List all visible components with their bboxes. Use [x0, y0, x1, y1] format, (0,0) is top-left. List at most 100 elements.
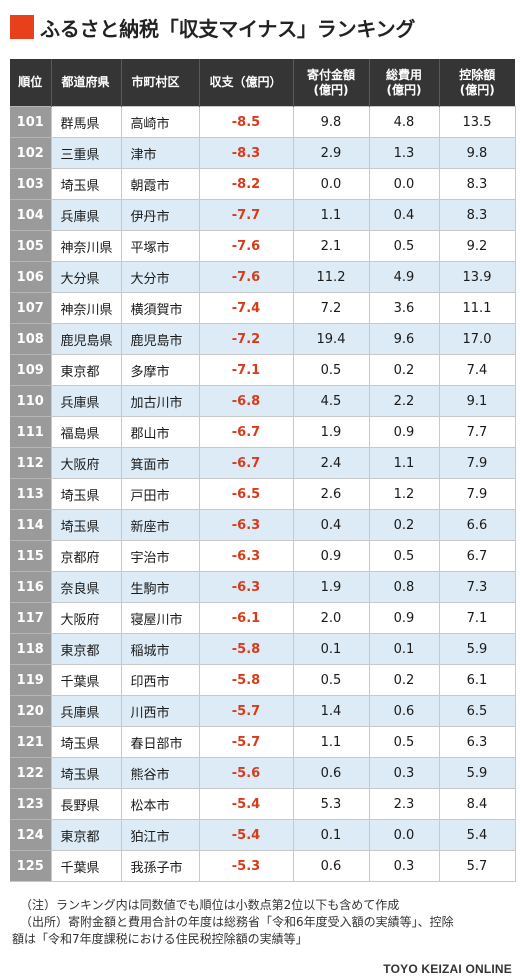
- cell-city: 多摩市: [120, 354, 199, 386]
- cell-city: 平塚市: [120, 230, 199, 262]
- cell-rank: 111: [10, 416, 51, 448]
- table-row: 113 埼玉県 戸田市 -6.5 2.6 1.2 7.9: [10, 478, 516, 510]
- cell-deduction: 6.7: [438, 540, 516, 572]
- table-row: 109 東京都 多摩市 -7.1 0.5 0.2 7.4: [10, 354, 516, 386]
- cell-donation: 2.1: [292, 230, 369, 262]
- header-city: 市町村区: [120, 59, 199, 107]
- cell-donation: 19.4: [292, 323, 369, 355]
- cell-balance: -5.4: [198, 819, 293, 851]
- cell-deduction: 11.1: [438, 292, 516, 324]
- cell-cost: 1.3: [368, 137, 439, 169]
- cell-balance: -5.8: [198, 664, 293, 696]
- cell-city: 津市: [120, 137, 199, 169]
- cell-city: 我孫子市: [120, 850, 199, 882]
- header-balance: 収支（億円）: [198, 59, 293, 107]
- cell-prefecture: 神奈川県: [50, 230, 121, 262]
- cell-deduction: 8.3: [438, 199, 516, 231]
- table-body: 101 群馬県 高崎市 -8.5 9.8 4.8 13.5 102 三重県 津市 -8.3 2.9 1.…: [10, 106, 516, 882]
- cell-balance: -6.5: [198, 478, 293, 510]
- table-header-row: 順位 都道府県 市町村区 収支（億円） 寄付金額 (億円) 総費用 (億円) 控…: [10, 59, 515, 107]
- table-row: 107 神奈川県 横須賀市 -7.4 7.2 3.6 11.1: [10, 292, 516, 324]
- cell-rank: 118: [10, 633, 51, 665]
- footnote-source-line2: 額は「令和7年度課税における住民税控除額の実績等」: [12, 932, 308, 946]
- cell-deduction: 9.1: [438, 385, 516, 417]
- cell-rank: 106: [10, 261, 51, 293]
- cell-balance: -8.3: [198, 137, 293, 169]
- header-rank: 順位: [10, 59, 51, 107]
- cell-deduction: 13.5: [438, 106, 516, 138]
- cell-cost: 0.5: [368, 540, 439, 572]
- cell-deduction: 6.3: [438, 726, 516, 758]
- header-deduction-line2: (億円): [459, 82, 495, 97]
- cell-cost: 0.0: [368, 819, 439, 851]
- publisher-credit: TOYO KEIZAI ONLINE: [383, 962, 512, 976]
- title-accent-square-icon: [10, 15, 34, 39]
- cell-rank: 105: [10, 230, 51, 262]
- cell-deduction: 5.9: [438, 757, 516, 789]
- cell-cost: 0.9: [368, 416, 439, 448]
- cell-rank: 120: [10, 695, 51, 727]
- cell-donation: 1.1: [292, 199, 369, 231]
- cell-prefecture: 三重県: [50, 137, 121, 169]
- table-row: 117 大阪府 寝屋川市 -6.1 2.0 0.9 7.1: [10, 602, 516, 634]
- cell-balance: -5.7: [198, 726, 293, 758]
- cell-balance: -7.1: [198, 354, 293, 386]
- cell-cost: 0.9: [368, 602, 439, 634]
- cell-city: 横須賀市: [120, 292, 199, 324]
- cell-deduction: 17.0: [438, 323, 516, 355]
- cell-deduction: 9.2: [438, 230, 516, 262]
- cell-city: 朝霞市: [120, 168, 199, 200]
- table-row: 108 鹿児島県 鹿児島市 -7.2 19.4 9.6 17.0: [10, 323, 516, 355]
- cell-rank: 113: [10, 478, 51, 510]
- table-row: 104 兵庫県 伊丹市 -7.7 1.1 0.4 8.3: [10, 199, 516, 231]
- cell-prefecture: 東京都: [50, 819, 121, 851]
- cell-rank: 109: [10, 354, 51, 386]
- cell-donation: 2.0: [292, 602, 369, 634]
- cell-balance: -6.3: [198, 509, 293, 541]
- cell-donation: 0.9: [292, 540, 369, 572]
- cell-donation: 1.4: [292, 695, 369, 727]
- cell-city: 戸田市: [120, 478, 199, 510]
- header-cost-line2: (億円): [386, 82, 422, 97]
- cell-city: 狛江市: [120, 819, 199, 851]
- cell-city: 鹿児島市: [120, 323, 199, 355]
- cell-prefecture: 兵庫県: [50, 385, 121, 417]
- cell-balance: -6.7: [198, 416, 293, 448]
- cell-prefecture: 埼玉県: [50, 726, 121, 758]
- cell-rank: 107: [10, 292, 51, 324]
- cell-cost: 4.8: [368, 106, 439, 138]
- cell-donation: 0.6: [292, 850, 369, 882]
- cell-city: 大分市: [120, 261, 199, 293]
- header-donation-line1: 寄付金額: [306, 67, 355, 82]
- cell-deduction: 5.4: [438, 819, 516, 851]
- cell-cost: 0.8: [368, 571, 439, 603]
- cell-balance: -6.8: [198, 385, 293, 417]
- cell-prefecture: 東京都: [50, 354, 121, 386]
- cell-donation: 2.6: [292, 478, 369, 510]
- cell-cost: 0.3: [368, 757, 439, 789]
- cell-cost: 0.0: [368, 168, 439, 200]
- cell-rank: 101: [10, 106, 51, 138]
- cell-deduction: 7.9: [438, 447, 516, 479]
- cell-rank: 117: [10, 602, 51, 634]
- cell-city: 郡山市: [120, 416, 199, 448]
- cell-donation: 2.9: [292, 137, 369, 169]
- cell-rank: 103: [10, 168, 51, 200]
- cell-rank: 108: [10, 323, 51, 355]
- cell-city: 印西市: [120, 664, 199, 696]
- cell-deduction: 7.4: [438, 354, 516, 386]
- cell-prefecture: 埼玉県: [50, 757, 121, 789]
- cell-balance: -6.7: [198, 447, 293, 479]
- cell-rank: 104: [10, 199, 51, 231]
- cell-balance: -8.2: [198, 168, 293, 200]
- cell-city: 生駒市: [120, 571, 199, 603]
- table-row: 119 千葉県 印西市 -5.8 0.5 0.2 6.1: [10, 664, 516, 696]
- cell-balance: -7.2: [198, 323, 293, 355]
- cell-balance: -7.7: [198, 199, 293, 231]
- cell-donation: 0.1: [292, 633, 369, 665]
- cell-cost: 1.2: [368, 478, 439, 510]
- cell-cost: 0.5: [368, 726, 439, 758]
- cell-rank: 119: [10, 664, 51, 696]
- cell-prefecture: 福島県: [50, 416, 121, 448]
- cell-cost: 4.9: [368, 261, 439, 293]
